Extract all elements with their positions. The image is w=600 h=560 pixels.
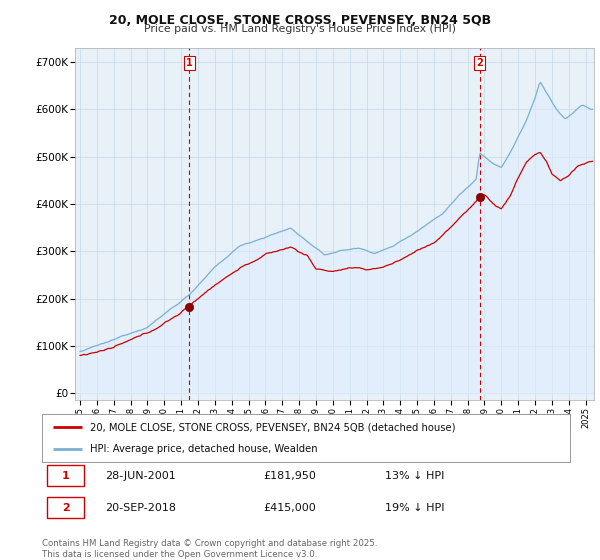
Text: 20-SEP-2018: 20-SEP-2018 bbox=[106, 502, 176, 512]
Text: 28-JUN-2001: 28-JUN-2001 bbox=[106, 470, 176, 480]
Text: 2: 2 bbox=[62, 502, 70, 512]
Text: 20, MOLE CLOSE, STONE CROSS, PEVENSEY, BN24 5QB (detached house): 20, MOLE CLOSE, STONE CROSS, PEVENSEY, B… bbox=[89, 422, 455, 432]
Text: £415,000: £415,000 bbox=[264, 502, 317, 512]
Text: 1: 1 bbox=[62, 470, 70, 480]
FancyBboxPatch shape bbox=[47, 497, 84, 519]
Text: Contains HM Land Registry data © Crown copyright and database right 2025.
This d: Contains HM Land Registry data © Crown c… bbox=[42, 539, 377, 559]
Text: Price paid vs. HM Land Registry's House Price Index (HPI): Price paid vs. HM Land Registry's House … bbox=[144, 24, 456, 34]
Text: 20, MOLE CLOSE, STONE CROSS, PEVENSEY, BN24 5QB: 20, MOLE CLOSE, STONE CROSS, PEVENSEY, B… bbox=[109, 14, 491, 27]
Text: 13% ↓ HPI: 13% ↓ HPI bbox=[385, 470, 445, 480]
Text: £181,950: £181,950 bbox=[264, 470, 317, 480]
Text: 19% ↓ HPI: 19% ↓ HPI bbox=[385, 502, 445, 512]
Text: 1: 1 bbox=[186, 58, 193, 68]
Text: 2: 2 bbox=[476, 58, 483, 68]
Text: HPI: Average price, detached house, Wealden: HPI: Average price, detached house, Weal… bbox=[89, 444, 317, 454]
FancyBboxPatch shape bbox=[47, 465, 84, 486]
